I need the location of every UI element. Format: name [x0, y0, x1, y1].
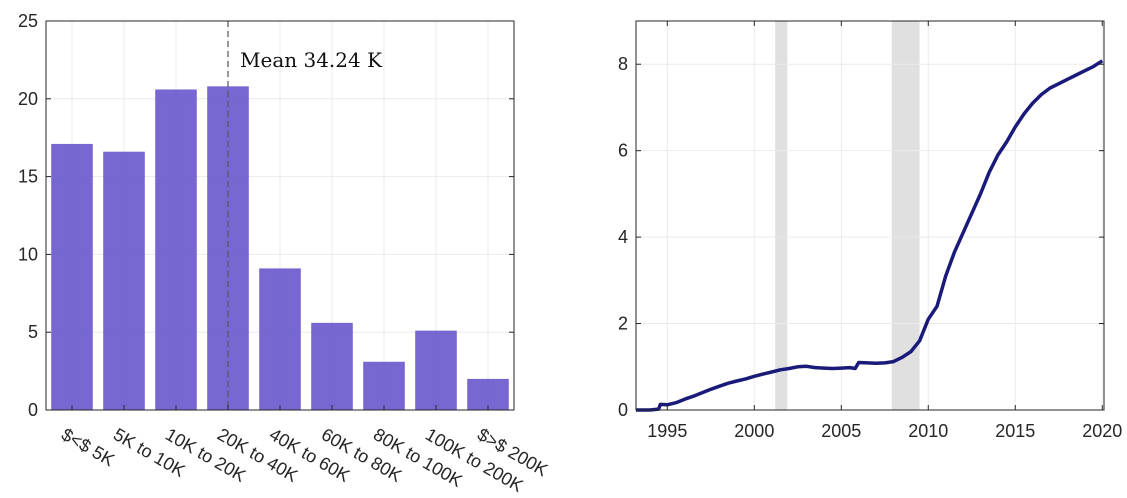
bar: [363, 361, 405, 410]
bar: [259, 268, 301, 410]
bar: [51, 143, 93, 410]
bar: [103, 151, 145, 411]
bar: [311, 322, 353, 410]
x-tick-label: $<$ 5K: [58, 424, 118, 470]
y-tick-label: 6: [618, 141, 628, 161]
y-tick-label: 15: [18, 167, 38, 187]
x-tick-label: 2000: [734, 421, 774, 441]
x-tick-label: 2005: [821, 421, 861, 441]
x-tick-label: 2010: [908, 421, 948, 441]
y-tick-label: 8: [618, 54, 628, 74]
y-tick-label: 5: [28, 322, 38, 342]
y-tick-label: 2: [618, 314, 628, 334]
series-line: [636, 59, 1104, 412]
shaded-period: [775, 21, 788, 410]
bar: [467, 378, 509, 410]
bar: [415, 330, 457, 410]
x-tick-label: 2020: [1082, 421, 1122, 441]
x-tick-label: 1995: [647, 421, 687, 441]
mean-annotation: Mean 34.24 K: [240, 48, 383, 72]
bar: [155, 89, 197, 411]
x-tick-label: 2015: [995, 421, 1035, 441]
time-series-chart: 0 2 4 6 8 1995 2000 2005 2010 2015 2020: [618, 20, 1122, 441]
y-tick-label: 0: [28, 400, 38, 420]
shaded-period: [891, 21, 920, 410]
y-tick-label: 0: [618, 400, 628, 420]
y-tick-label: 20: [18, 89, 38, 109]
y-tick-label: 25: [18, 11, 38, 31]
axes-box: [635, 20, 1105, 411]
y-tick-label: 10: [18, 244, 38, 264]
y-tick-label: 4: [618, 227, 628, 247]
